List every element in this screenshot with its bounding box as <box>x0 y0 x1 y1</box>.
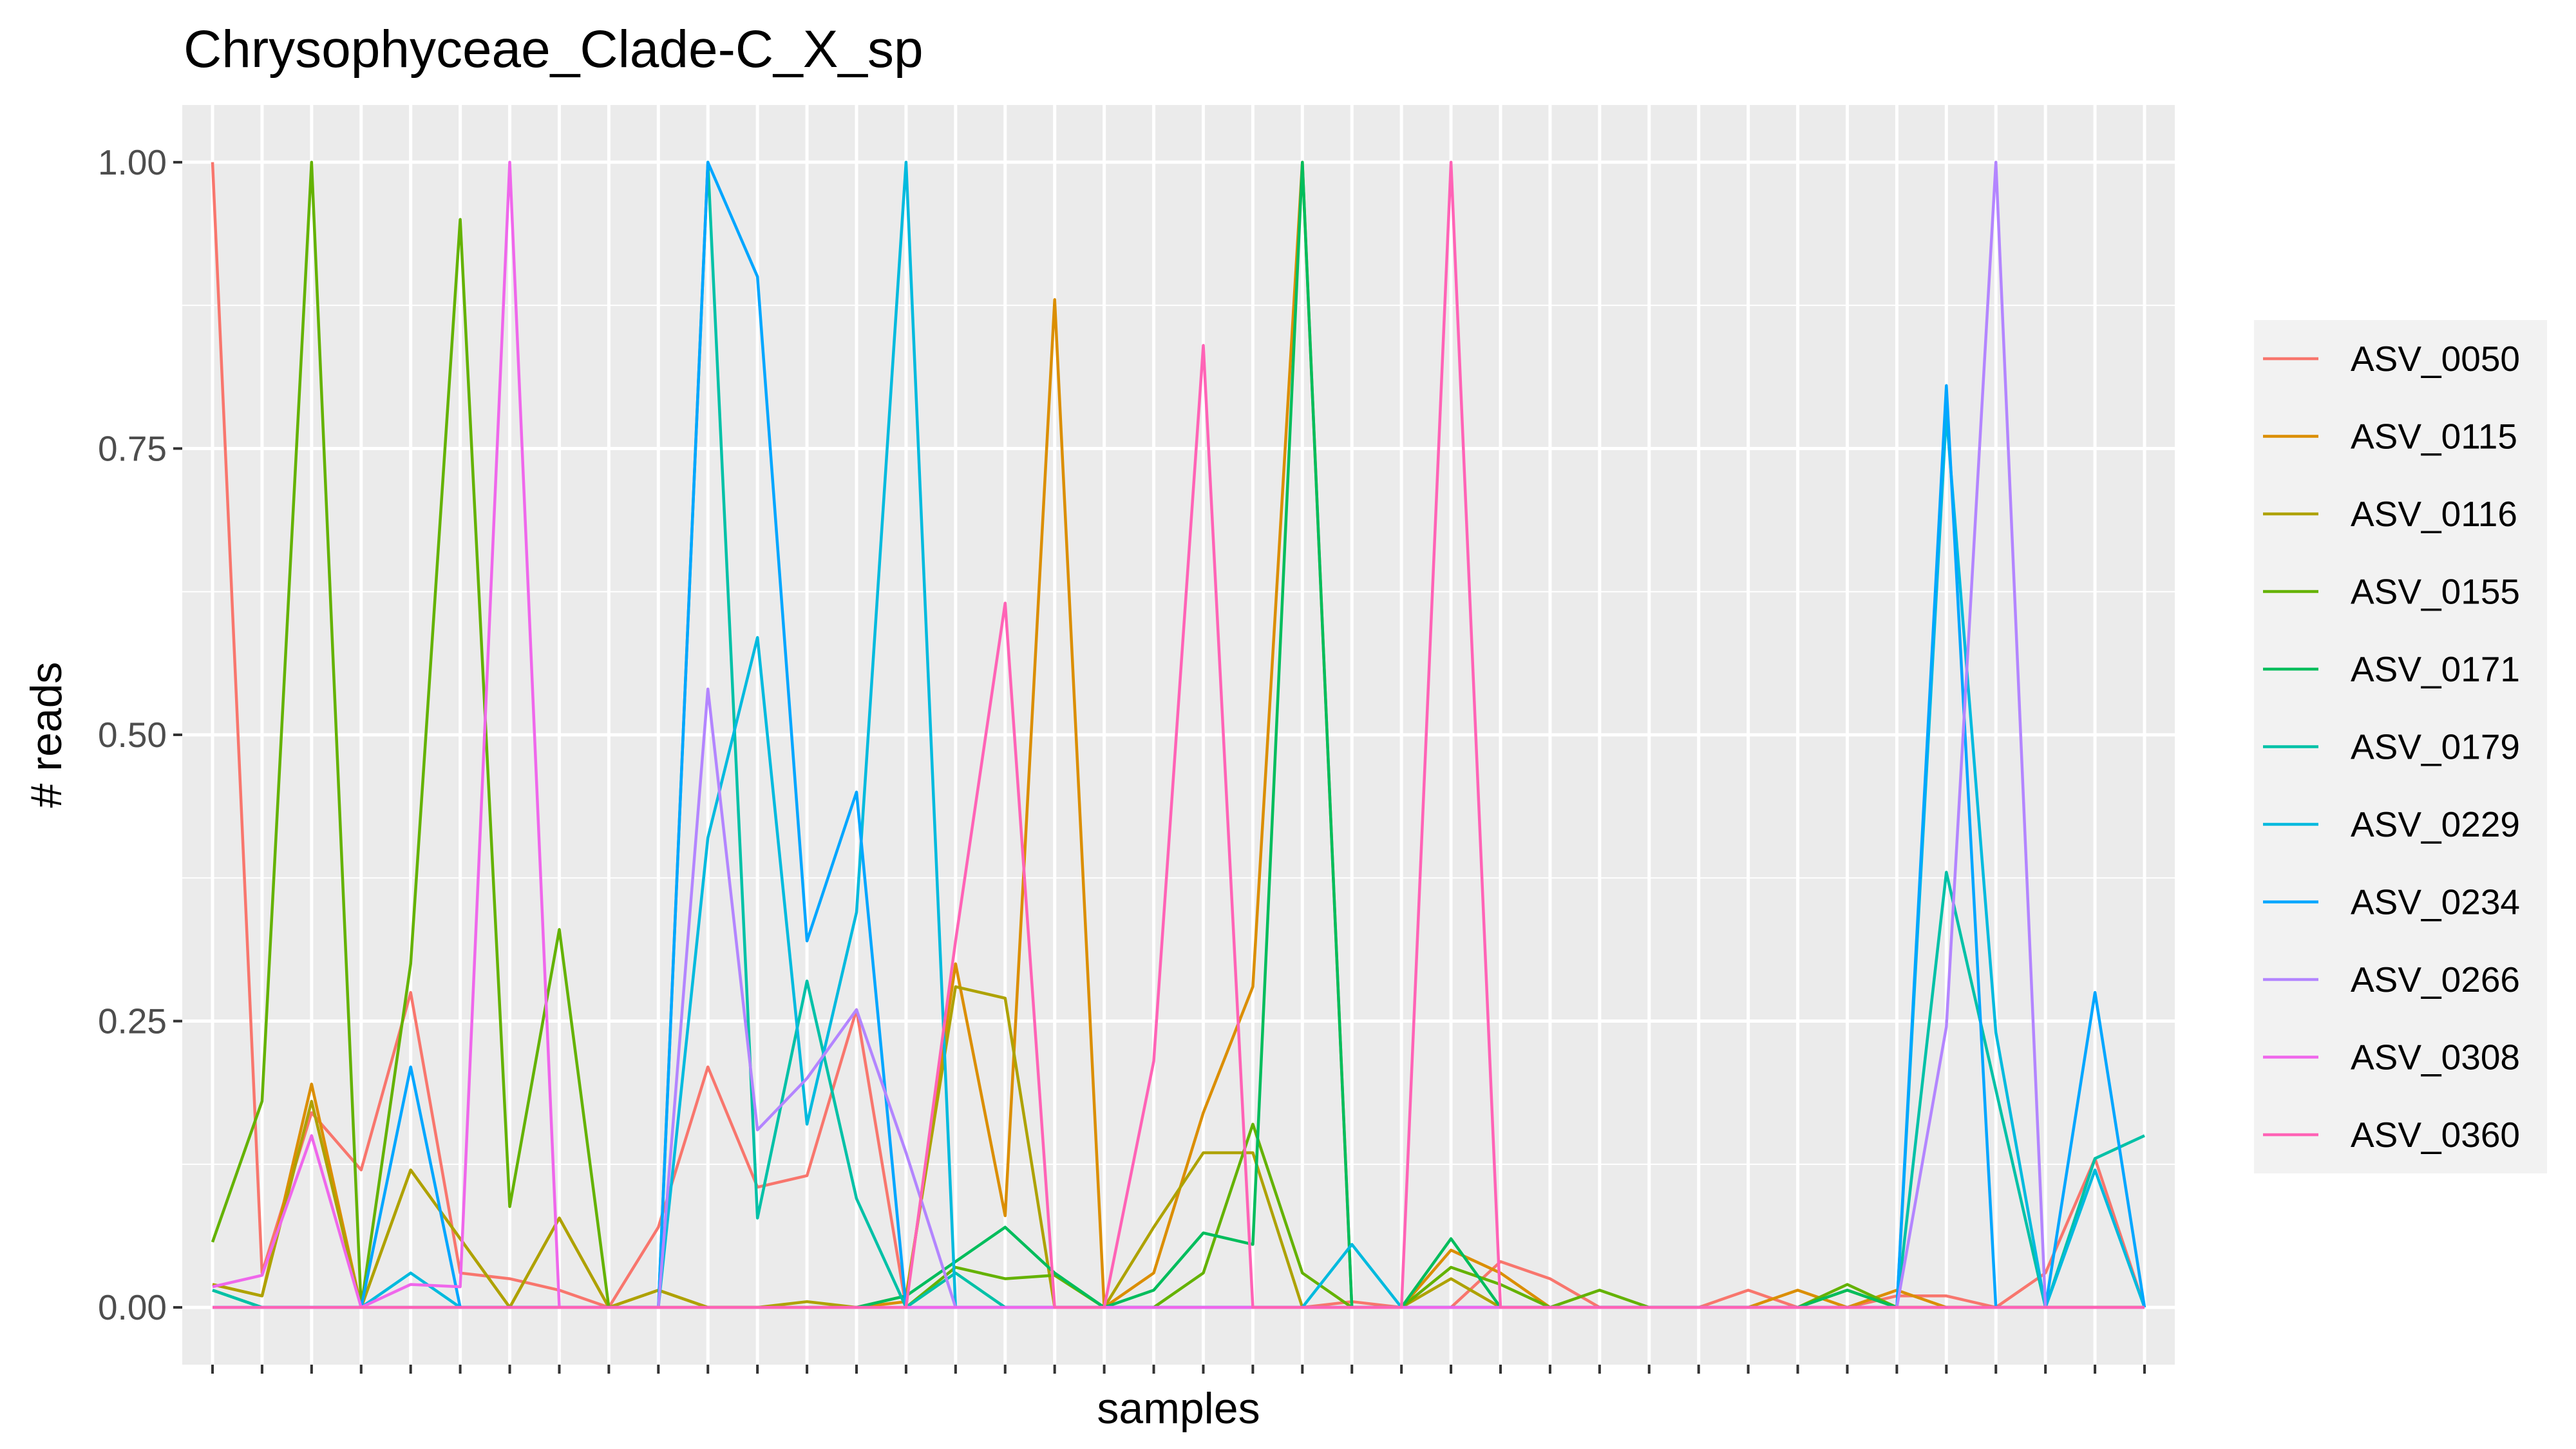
legend-label: ASV_0116 <box>2351 494 2517 534</box>
legend-label: ASV_0171 <box>2351 649 2520 689</box>
legend-label: ASV_0229 <box>2351 804 2520 844</box>
legend-label: ASV_0155 <box>2351 572 2520 612</box>
series-line-asv-0155 <box>211 160 2145 1309</box>
legend-label: ASV_0308 <box>2351 1037 2520 1077</box>
series-line-asv-0360 <box>213 160 2145 1309</box>
legend-label: ASV_0234 <box>2351 882 2520 922</box>
y-axis: 0.00 0.25 0.50 0.75 1.00 <box>98 142 182 1327</box>
y-tick-label: 0.00 <box>98 1287 167 1327</box>
legend-label: ASV_0179 <box>2351 727 2520 767</box>
legend: ASV_0050 ASV_0115 ASV_0116 ASV_0155 ASV_0171… <box>2254 320 2547 1173</box>
legend-label: ASV_0050 <box>2351 339 2520 379</box>
x-axis-title: samples <box>1097 1384 1260 1433</box>
y-tick-label: 0.75 <box>98 428 167 468</box>
y-tick-label: 0.25 <box>98 1001 167 1041</box>
legend-label: ASV_0360 <box>2351 1115 2520 1155</box>
legend-label: ASV_0115 <box>2351 417 2517 457</box>
grid-minor <box>182 305 2175 1165</box>
x-axis <box>211 1365 2146 1374</box>
legend-label: ASV_0266 <box>2351 960 2520 999</box>
chart-title: Chrysophyceae_Clade-C_X_sp <box>184 20 923 79</box>
grid-major <box>182 105 2175 1365</box>
series-lines <box>211 160 2146 1309</box>
y-axis-title: # reads <box>22 662 71 808</box>
y-tick-label: 1.00 <box>98 142 167 182</box>
y-tick-label: 0.50 <box>98 715 167 755</box>
